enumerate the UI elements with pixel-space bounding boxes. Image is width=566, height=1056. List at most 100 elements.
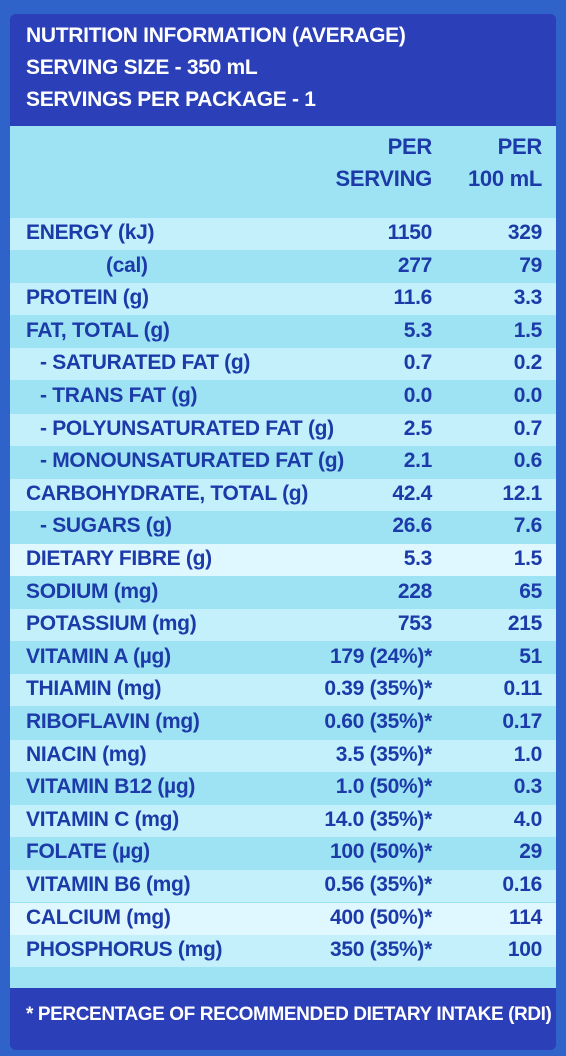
- nutrient-label: CALCIUM (mg): [26, 905, 171, 929]
- per-serving-value: 350 (35%)*: [329, 938, 432, 962]
- per-100ml-value: 1.5: [513, 547, 543, 570]
- nutrition-title: NUTRITION INFORMATION (AVERAGE): [26, 24, 406, 47]
- per-serving-value: 3.5 (35%)*: [335, 742, 433, 766]
- per-100ml-value: 0.7: [513, 416, 543, 440]
- per-serving-value: 5.3: [403, 547, 433, 570]
- per-serving-value: 100 (50%)*: [329, 840, 432, 864]
- table-row: SODIUM (mg) 228 65: [10, 577, 556, 609]
- table-row: - SUGARS (g) 26.6 7.6: [10, 511, 556, 543]
- table-row: VITAMIN A (µg) 179 (24%)* 51: [10, 642, 556, 674]
- nutrient-label: - SUGARS (g): [40, 514, 172, 538]
- col-per-100-line2: 100 mL: [467, 166, 542, 191]
- per-100ml-value: 0.0: [513, 384, 543, 407]
- per-serving-value: 42.4: [392, 481, 432, 505]
- nutrient-label: (cal): [106, 253, 148, 277]
- table-row: CALCIUM (mg) 400 (50%)* 114: [10, 902, 556, 935]
- per-100ml-value: 0.16: [502, 873, 542, 896]
- per-serving-value: 0.56 (35%)*: [324, 873, 432, 896]
- nutrient-label: FOLATE (µg): [26, 840, 150, 864]
- per-serving-value: 2.1: [403, 449, 433, 473]
- nutrient-label: SODIUM (mg): [26, 579, 159, 603]
- nutrient-label: - SATURATED FAT (g): [40, 351, 251, 375]
- table-row: - TRANS FAT (g) 0.0 0.0: [10, 381, 556, 413]
- col-per-serving-line2: SERVING: [335, 166, 432, 191]
- nutrient-label: VITAMIN B12 (µg): [26, 775, 196, 799]
- per-100ml-value: 0.11: [503, 677, 542, 701]
- per-serving-value: 179 (24%)*: [329, 644, 432, 668]
- per-serving-value: 0.0: [403, 384, 433, 407]
- table-row: PHOSPHORUS (mg) 350 (35%)* 100: [10, 935, 556, 968]
- table-row: RIBOFLAVIN (mg) 0.60 (35%)* 0.17: [10, 707, 556, 739]
- per-100ml-value: 329: [507, 221, 542, 244]
- per-serving-value: 14.0 (35%)*: [324, 807, 432, 831]
- table-row: VITAMIN C (mg) 14.0 (35%)* 4.0: [10, 804, 556, 837]
- per-100ml-value: 65: [519, 579, 542, 603]
- table-row: (cal) 277 79: [10, 251, 556, 283]
- per-100ml-value: 12.1: [502, 481, 542, 505]
- per-serving-value: 277: [397, 253, 432, 277]
- table-row: PROTEIN (g) 11.6 3.3: [10, 283, 556, 316]
- per-serving-value: 1150: [387, 221, 433, 244]
- nutrient-label: - TRANS FAT (g): [40, 384, 198, 407]
- nutrient-label: ENERGY (kJ): [26, 221, 155, 244]
- per-serving-value: 753: [397, 612, 432, 636]
- per-100ml-value: 29: [519, 840, 542, 864]
- per-100ml-value: 51: [519, 644, 542, 668]
- table-row: VITAMIN B12 (µg) 1.0 (50%)* 0.3: [10, 772, 556, 804]
- nutrient-label: FAT, TOTAL (g): [26, 318, 170, 342]
- nutrient-label: NIACIN (mg): [26, 742, 147, 766]
- col-per-100-line1: PER: [497, 134, 543, 159]
- footer: * PERCENTAGE OF RECOMMENDED DIETARY INTA…: [10, 988, 556, 1050]
- col-per-serving-line1: PER: [387, 134, 433, 159]
- nutrient-label: - MONOUNSATURATED FAT (g): [40, 449, 344, 473]
- per-100ml-value: 1.5: [513, 318, 543, 342]
- serving-size: SERVING SIZE - 350 mL: [26, 56, 258, 79]
- nutrient-label: RIBOFLAVIN (mg): [26, 710, 200, 733]
- table-row: CARBOHYDRATE, TOTAL (g) 42.4 12.1: [10, 478, 556, 511]
- rdi-footnote: * PERCENTAGE OF RECOMMENDED DIETARY INTA…: [26, 1004, 552, 1025]
- per-100ml-value: 0.6: [513, 449, 543, 473]
- per-serving-value: 228: [397, 579, 432, 603]
- nutrition-header: NUTRITION INFORMATION (AVERAGE) SERVING …: [10, 14, 556, 126]
- per-serving-value: 0.7: [403, 351, 433, 375]
- per-100ml-value: 100: [507, 938, 542, 962]
- nutrient-label: CARBOHYDRATE, TOTAL (g): [26, 481, 309, 505]
- nutrient-label: THIAMIN (mg): [26, 677, 162, 701]
- per-100ml-value: 79: [519, 253, 542, 277]
- nutrient-label: POTASSIUM (mg): [26, 612, 197, 636]
- table-row: ENERGY (kJ) 1150 329: [10, 218, 556, 250]
- table-row: THIAMIN (mg) 0.39 (35%)* 0.11: [10, 674, 556, 707]
- table-row: - MONOUNSATURATED FAT (g) 2.1 0.6: [10, 446, 556, 478]
- per-serving-value: 400 (50%)*: [329, 905, 432, 929]
- per-100ml-value: 7.6: [513, 514, 543, 538]
- nutrient-label: VITAMIN C (mg): [26, 807, 179, 831]
- per-100ml-value: 0.17: [502, 710, 542, 733]
- per-100ml-value: 215: [507, 612, 542, 636]
- per-serving-value: 2.5: [403, 416, 433, 440]
- per-serving-value: 0.39 (35%)*: [324, 677, 432, 701]
- table-row: - POLYUNSATURATED FAT (g) 2.5 0.7: [10, 413, 556, 446]
- nutrient-label: PHOSPHORUS (mg): [26, 938, 223, 962]
- table-row: FOLATE (µg) 100 (50%)* 29: [10, 837, 556, 869]
- table-row: POTASSIUM (mg) 753 215: [10, 609, 556, 642]
- per-serving-value: 11.6: [393, 286, 432, 310]
- per-100ml-value: 4.0: [513, 807, 543, 831]
- per-serving-value: 26.6: [392, 514, 432, 538]
- servings-per-package: SERVINGS PER PACKAGE - 1: [26, 88, 316, 111]
- per-100ml-value: 3.3: [513, 286, 543, 310]
- nutrition-table: PER SERVING PER 100 mL ENERGY (kJ) 1150 32…: [10, 126, 556, 988]
- per-serving-value: 1.0 (50%)*: [335, 775, 433, 799]
- nutrient-label: VITAMIN B6 (mg): [26, 873, 191, 896]
- per-serving-value: 5.3: [403, 318, 433, 342]
- per-100ml-value: 0.3: [513, 775, 543, 799]
- per-100ml-value: 114: [509, 905, 542, 929]
- nutrient-label: DIETARY FIBRE (g): [26, 547, 212, 570]
- table-row: - SATURATED FAT (g) 0.7 0.2: [10, 348, 556, 381]
- table-row: NIACIN (mg) 3.5 (35%)* 1.0: [10, 739, 556, 772]
- table-row: VITAMIN B6 (mg) 0.56 (35%)* 0.16: [10, 870, 556, 902]
- nutrient-label: VITAMIN A (µg): [26, 644, 171, 668]
- per-100ml-value: 1.0: [513, 742, 543, 766]
- per-serving-value: 0.60 (35%)*: [324, 710, 432, 733]
- nutrition-panel: NUTRITION INFORMATION (AVERAGE) SERVING …: [10, 14, 556, 1050]
- table-row: FAT, TOTAL (g) 5.3 1.5: [10, 316, 556, 348]
